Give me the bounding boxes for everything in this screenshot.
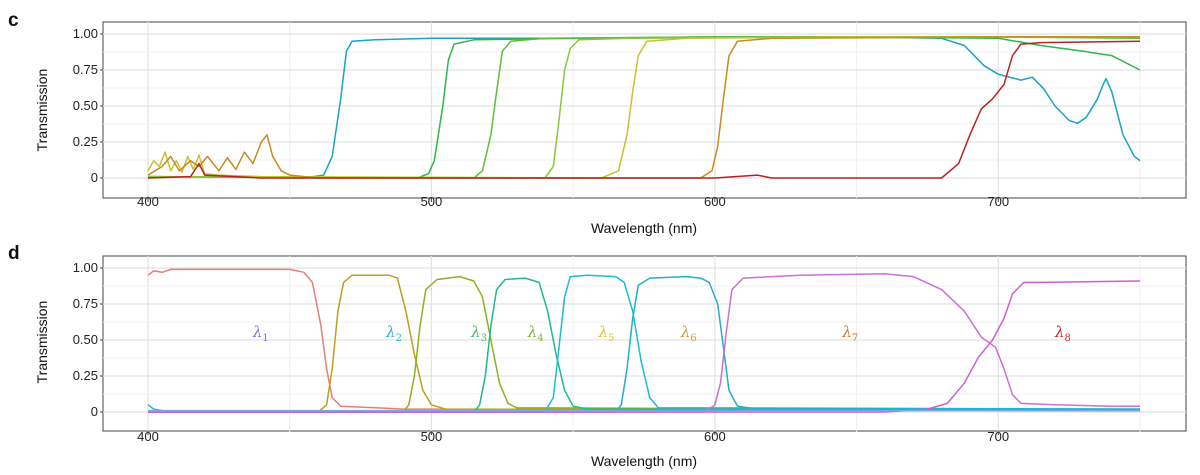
series-line-c-7 bbox=[147, 40, 1141, 179]
band-label-lambda-7: λ7 bbox=[841, 323, 858, 344]
series-line-c-6 bbox=[147, 36, 1140, 179]
plot-frame-d bbox=[102, 255, 1187, 432]
series-line-c-1 bbox=[147, 36, 1141, 179]
y-tick-label: 0 bbox=[91, 404, 98, 419]
y-tick-label: 0.50 bbox=[73, 332, 98, 347]
series-lines-d bbox=[147, 268, 1141, 413]
band-label-lambda-2: λ2 bbox=[385, 323, 402, 344]
series-line-d-2 bbox=[148, 274, 1141, 413]
y-tick-label: 0.25 bbox=[73, 368, 98, 383]
series-line-c-4 bbox=[147, 36, 1140, 179]
y-tick-label: 0.25 bbox=[73, 134, 98, 149]
series-line-d-6 bbox=[148, 275, 1140, 413]
series-line-d-1 bbox=[147, 268, 1141, 412]
ticks-d: 0 0.25 0.50 0.75 1.00 400 500 600 700 bbox=[73, 260, 1009, 444]
x-tick-label: 600 bbox=[704, 429, 726, 444]
band-label-lambda-5: λ5 bbox=[598, 323, 615, 344]
series-line-c-3 bbox=[147, 36, 1141, 179]
panel-letter-c: c bbox=[8, 10, 19, 31]
plot-frame-c bbox=[102, 21, 1187, 199]
x-tick-label: 500 bbox=[421, 429, 443, 444]
y-tick-label: 0.75 bbox=[73, 296, 98, 311]
band-labels-d: λ1 λ2 λ3 λ4 λ5 λ6 λ7 λ8 bbox=[252, 323, 1071, 344]
band-label-lambda-1: λ1 bbox=[252, 323, 269, 344]
x-tick-label: 700 bbox=[987, 429, 1009, 444]
band-label-lambda-8: λ8 bbox=[1054, 323, 1071, 344]
panel-letter-d: d bbox=[8, 243, 20, 264]
x-axis-title-d: Wavelength (nm) bbox=[591, 453, 697, 469]
band-label-lambda-3: λ3 bbox=[470, 323, 487, 344]
series-line-c-2 bbox=[147, 36, 1141, 179]
y-tick-label: 0 bbox=[91, 170, 98, 185]
x-tick-label: 400 bbox=[137, 429, 159, 444]
y-axis-title-c: Transmission bbox=[34, 69, 50, 152]
series-line-d-4 bbox=[148, 277, 1141, 413]
series-line-d-8 bbox=[148, 280, 1141, 413]
gridlines-c bbox=[103, 22, 1186, 198]
x-axis-title-c: Wavelength (nm) bbox=[591, 220, 697, 236]
band-label-lambda-6: λ6 bbox=[680, 323, 697, 344]
y-tick-label: 1.00 bbox=[73, 26, 98, 41]
series-line-c-5 bbox=[147, 36, 1140, 179]
series-lines-c bbox=[147, 36, 1141, 179]
y-tick-label: 0.75 bbox=[73, 62, 98, 77]
y-tick-label: 1.00 bbox=[73, 260, 98, 275]
band-label-lambda-4: λ4 bbox=[527, 323, 544, 344]
y-tick-label: 0.50 bbox=[73, 98, 98, 113]
series-line-d-7 bbox=[148, 273, 1140, 413]
series-line-d-3 bbox=[148, 275, 1141, 413]
panel-d: d λ1 λ2 λ3 λ4 λ5 λ6 λ7 λ8 0 0.25 0.50 0.75 1.00 400 5… bbox=[8, 243, 1187, 469]
y-axis-title-d: Transmission bbox=[34, 301, 50, 384]
